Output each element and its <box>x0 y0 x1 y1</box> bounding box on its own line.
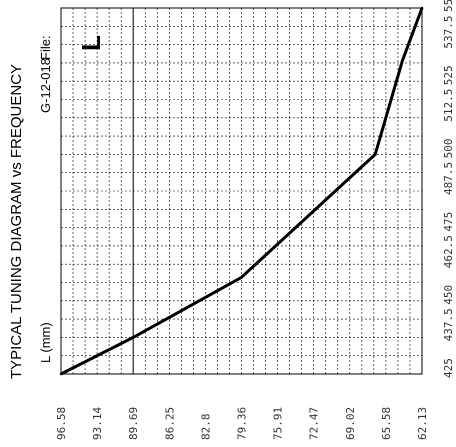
data-point <box>132 336 135 339</box>
x-tick-label: 65.58 <box>380 407 393 440</box>
x-tick-label: 62.13 <box>416 407 429 440</box>
x-tick-label: 75.91 <box>272 407 285 440</box>
y-tick-labels: 425 437.5 450 462.5 475 487.5 500 512.5 525 537.5… <box>442 0 455 378</box>
x-tick-label: 69.02 <box>344 407 357 440</box>
data-point <box>59 372 63 376</box>
x-tick-label: 86.25 <box>163 407 176 440</box>
plot-frame <box>60 7 423 375</box>
data-point <box>401 59 404 62</box>
y-tick-label: 500 <box>442 139 455 159</box>
data-points <box>59 6 424 376</box>
chart-title: TYPICAL TUNING DIAGRAM vs FREQUENCY <box>8 64 25 379</box>
x-tick-label: 79.36 <box>236 407 249 440</box>
x-tick-label: 89.69 <box>127 407 140 440</box>
x-tick-label: 82.8 <box>199 414 212 441</box>
y-tick-label: 462.5 <box>442 235 455 268</box>
file-label: File: <box>38 35 53 60</box>
data-point <box>240 276 243 279</box>
y-axis-label: L (mm) <box>38 322 53 363</box>
x-tick-label: 96.58 <box>55 407 68 440</box>
x-tick-label: 93.14 <box>91 407 104 440</box>
grid-layer <box>60 7 423 375</box>
y-tick-label: 487.5 <box>442 162 455 195</box>
y-tick-label: 437.5 <box>442 308 455 341</box>
series-marker-label: L <box>76 35 106 51</box>
file-id: G-12-018 <box>38 58 53 113</box>
y-tick-label: 525 <box>442 65 455 85</box>
y-tick-label: 450 <box>442 285 455 305</box>
y-tick-label: 425 <box>442 358 455 378</box>
y-tick-label: 537.5 <box>442 15 455 48</box>
y-tick-label: 550 <box>442 0 455 12</box>
x-tick-label: 72.47 <box>308 407 321 440</box>
y-tick-label: 475 <box>442 212 455 232</box>
data-point <box>420 6 424 10</box>
series-line <box>60 7 424 376</box>
x-tick-labels: 96.58 93.14 89.69 86.25 82.8 79.36 75.91 72.47 6… <box>55 407 429 440</box>
data-point <box>373 153 377 156</box>
y-tick-label: 512.5 <box>442 89 455 122</box>
